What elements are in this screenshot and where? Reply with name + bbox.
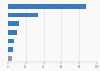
Bar — [8, 56, 12, 61]
Bar — [8, 30, 17, 35]
Bar — [8, 47, 13, 52]
Bar — [8, 4, 86, 9]
Bar — [8, 39, 14, 43]
Bar — [8, 21, 19, 26]
Bar — [8, 13, 38, 17]
